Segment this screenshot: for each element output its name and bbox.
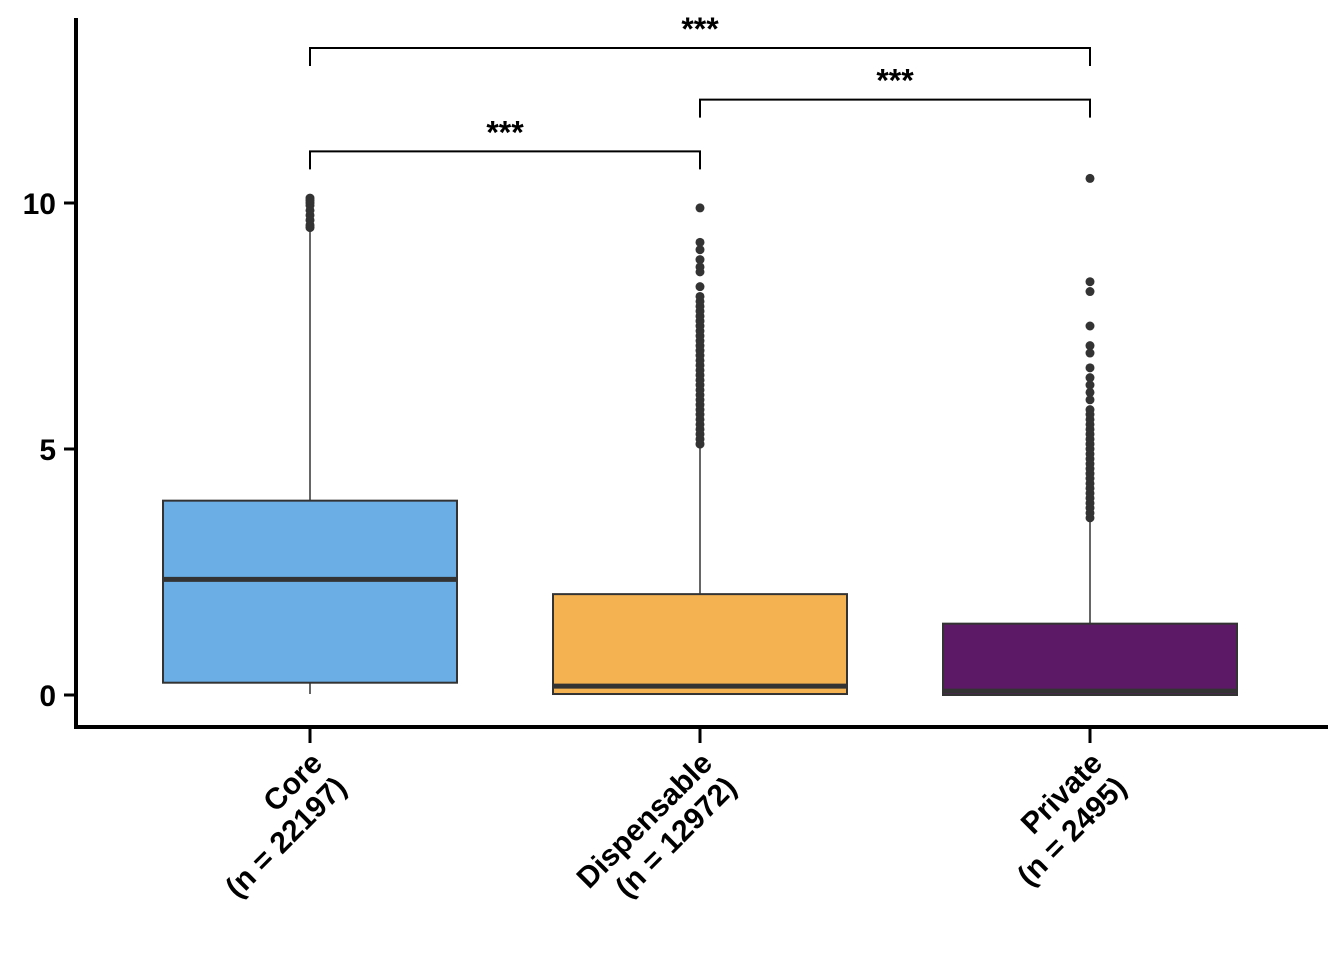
private-outlier-31 — [1085, 287, 1095, 297]
private-outlier-28 — [1085, 348, 1095, 358]
private-outlier-30 — [1085, 321, 1095, 331]
significance-bracket-1 — [699, 98, 1091, 118]
private-outlier-32 — [1085, 277, 1095, 287]
private-outlier-22 — [1085, 405, 1095, 415]
private-outlier-23 — [1085, 395, 1095, 405]
private-outlier-27 — [1085, 363, 1095, 373]
y-tick-label-0: 0 — [39, 680, 56, 713]
significance-label-2: *** — [681, 11, 719, 47]
core-category-label: Core(n = 22197) — [195, 747, 353, 905]
dispensable-outlier-35 — [695, 245, 705, 255]
core-outlier-8 — [305, 193, 315, 203]
private-outlier-33 — [1085, 173, 1095, 183]
private-category-label: Private(n = 2495) — [987, 747, 1133, 893]
dispensable-outlier-33 — [695, 262, 705, 272]
y-tick-label-10: 10 — [23, 188, 56, 221]
dispensable-outlier-31 — [695, 282, 705, 292]
dispensable-outlier-37 — [695, 203, 705, 213]
private-outlier-29 — [1085, 341, 1095, 351]
core-box — [162, 499, 458, 684]
dispensable-outlier-34 — [695, 255, 705, 265]
plot-area: 0 5 10 Core(n = 22197) Dispensable(n = 12972… — [23, 11, 1328, 919]
dispensable-category-label: Dispensable(n = 12972) — [571, 747, 743, 919]
significance-bracket-2 — [309, 47, 1091, 67]
private-box — [942, 622, 1238, 696]
dispensable-box — [552, 593, 848, 696]
significance-label-1: *** — [876, 63, 914, 99]
dispensable-outlier-36 — [695, 237, 705, 247]
significance-label-0: *** — [486, 114, 524, 150]
significance-bracket-0 — [309, 150, 701, 170]
private-outlier-26 — [1085, 373, 1095, 383]
private-outlier-24 — [1085, 387, 1095, 397]
y-tick-label-5: 5 — [39, 434, 56, 467]
private-outlier-25 — [1085, 380, 1095, 390]
dispensable-outlier-30 — [695, 291, 705, 301]
